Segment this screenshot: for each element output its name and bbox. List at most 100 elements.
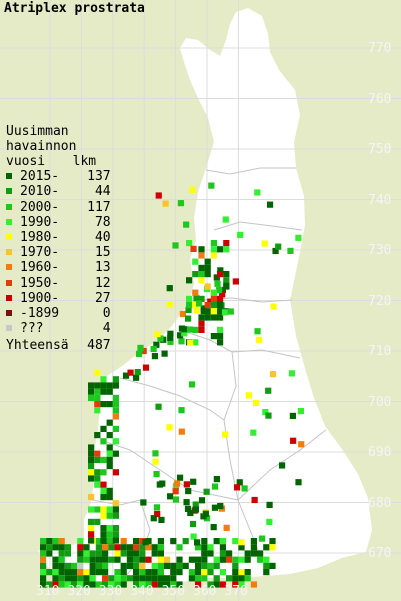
observation-square (278, 462, 286, 469)
observation-square (89, 569, 96, 576)
legend-entry-count: 78 (94, 214, 111, 230)
observation-square (244, 575, 251, 582)
observation-square (52, 538, 59, 545)
observation-square (170, 569, 177, 576)
observation-square (193, 295, 200, 302)
legend: Uusimman havainnon vuosi lkm 2015- 137 201… (6, 124, 111, 354)
observation-square (204, 283, 211, 290)
observation-square (120, 538, 127, 545)
observation-square (244, 569, 251, 576)
observation-square (150, 345, 157, 353)
observation-square (102, 556, 109, 563)
observation-square (95, 538, 102, 545)
observation-square (170, 575, 177, 582)
observation-square (112, 376, 119, 383)
observation-square (64, 581, 71, 588)
observation-square (88, 531, 95, 538)
observation-square (112, 531, 119, 538)
observation-square (201, 550, 208, 557)
observation-square (250, 538, 257, 545)
observation-square (58, 544, 65, 551)
legend-entry: 1990- 78 (6, 215, 111, 230)
observation-square (112, 512, 119, 519)
observation-square (232, 575, 239, 582)
observation-square (153, 470, 160, 478)
observation-square (182, 562, 189, 569)
observation-square (295, 479, 302, 486)
legend-entry-count: 4 (102, 321, 111, 337)
legend-entry: 1960- 13 (6, 260, 111, 275)
observation-square (188, 381, 196, 388)
observation-square (40, 575, 47, 582)
legend-table: vuosi lkm 2015- 137 2010- 44 2000- 117 1990- 78… (6, 154, 111, 354)
observation-square (250, 429, 257, 436)
observation-square (100, 425, 107, 432)
observation-square (176, 569, 183, 576)
legend-entry-label: ??? (20, 321, 44, 337)
observation-square (140, 347, 147, 355)
observation-square (153, 504, 161, 511)
observation-square (106, 432, 113, 439)
observation-square (223, 271, 230, 278)
finland-outline (38, 8, 372, 586)
observation-square (183, 499, 190, 506)
observation-square (263, 544, 270, 551)
observation-square (170, 538, 177, 545)
observation-square (213, 556, 220, 563)
observation-square (164, 562, 171, 569)
observation-square (95, 562, 102, 569)
observation-square (189, 520, 197, 528)
observation-square (108, 556, 115, 563)
observation-square (159, 480, 166, 487)
observation-square (151, 569, 158, 576)
observation-square (186, 302, 193, 309)
legend-entry: -1899 0 (6, 306, 111, 321)
observation-square (139, 544, 146, 551)
observation-square (112, 425, 119, 432)
observation-square (176, 474, 184, 481)
observation-square (133, 550, 140, 557)
observation-square (40, 562, 47, 569)
observation-square (94, 401, 101, 408)
observation-square (192, 302, 199, 309)
observation-square (94, 475, 101, 482)
observation-square (164, 581, 171, 588)
observation-square (198, 271, 205, 278)
observation-square (253, 399, 260, 407)
observation-square (207, 550, 214, 557)
observation-square (192, 289, 199, 296)
observation-square (71, 575, 78, 582)
observation-square (157, 581, 164, 588)
observation-square (108, 575, 115, 582)
observation-square (195, 575, 202, 582)
observation-square (265, 412, 272, 419)
legend-swatch (6, 310, 12, 317)
x-tick-label: 370 (224, 584, 248, 599)
observation-square (184, 505, 192, 512)
y-tick-label: 770 (368, 41, 392, 56)
observation-square (106, 537, 113, 544)
observation-square (88, 456, 95, 463)
observation-square (106, 512, 113, 519)
observation-square (210, 314, 217, 321)
observation-square (176, 562, 183, 569)
observation-square (195, 556, 202, 563)
observation-square (201, 544, 208, 551)
observation-square (158, 516, 165, 524)
observation-square (89, 562, 96, 569)
legend-total-label: Yhteensä (6, 338, 69, 354)
observation-square (126, 544, 133, 551)
observation-square (114, 556, 121, 563)
observation-square (213, 562, 220, 569)
observation-square (112, 537, 119, 544)
observation-square (157, 544, 164, 551)
observation-square (102, 550, 109, 557)
observation-square (223, 277, 230, 284)
legend-swatch (6, 325, 12, 332)
observation-square (114, 550, 121, 557)
observation-square (88, 469, 95, 476)
observation-square (262, 408, 269, 416)
legend-entry-count: 44 (94, 184, 111, 200)
observation-square (177, 200, 184, 207)
observation-square (83, 544, 90, 551)
